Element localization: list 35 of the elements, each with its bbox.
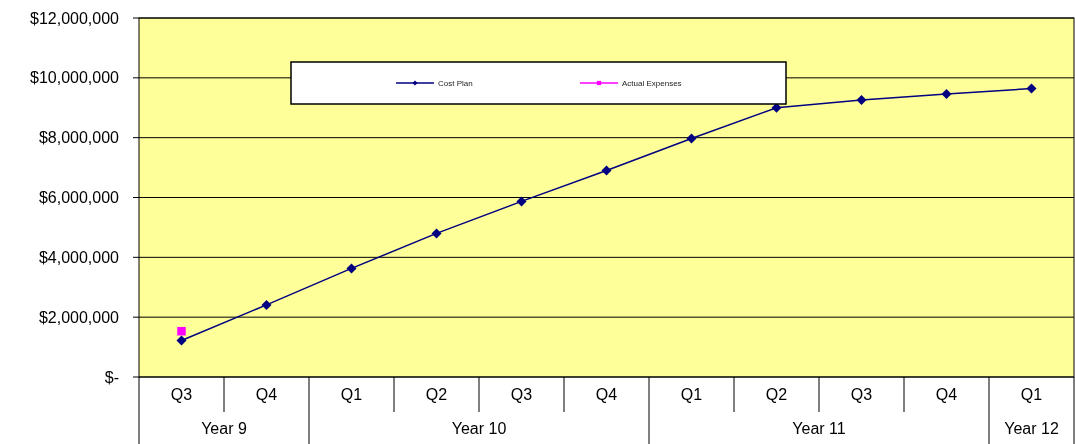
y-tick-label: $6,000,000: [38, 189, 120, 207]
x-tick-label: Q4: [255, 386, 278, 404]
x-tick-label: Q4: [935, 386, 958, 404]
x-tick-label: Q2: [425, 386, 448, 404]
point: [941, 88, 952, 99]
text: Year 12: [1004, 419, 1059, 437]
text: Year 9: [201, 419, 247, 437]
legend-label: Actual Expenses: [622, 78, 682, 88]
y-tick-label: $-: [104, 368, 119, 386]
y-tick-label: $12,000,000: [30, 9, 120, 27]
x-tick-label: Q1: [680, 386, 703, 404]
text: Year 11: [792, 419, 846, 437]
x-tick-label: Q3: [510, 386, 533, 404]
point: [686, 133, 697, 144]
point: [431, 228, 442, 239]
point: [261, 299, 272, 310]
point: [346, 263, 357, 274]
legend-label: Cost Plan: [438, 78, 473, 88]
y-tick-label: $10,000,000: [30, 69, 120, 87]
y-tick-label: $4,000,000: [38, 248, 120, 266]
x-tick-label: Q1: [340, 386, 363, 404]
point: [1026, 83, 1037, 94]
x-tick-label: Q3: [850, 386, 873, 404]
y-tick-label: $2,000,000: [38, 308, 120, 326]
point: [516, 196, 527, 207]
y-tick-label: $8,000,000: [38, 129, 120, 147]
x-tick-label: Q3: [170, 386, 193, 404]
text: Year 10: [451, 419, 507, 437]
point: [601, 165, 612, 176]
x-tick-label: Q2: [765, 386, 788, 404]
x-tick-label: Q1: [1020, 386, 1043, 404]
point: [856, 94, 867, 105]
point: [177, 326, 186, 336]
point: [176, 335, 187, 346]
x-tick-label: Q4: [595, 386, 618, 404]
